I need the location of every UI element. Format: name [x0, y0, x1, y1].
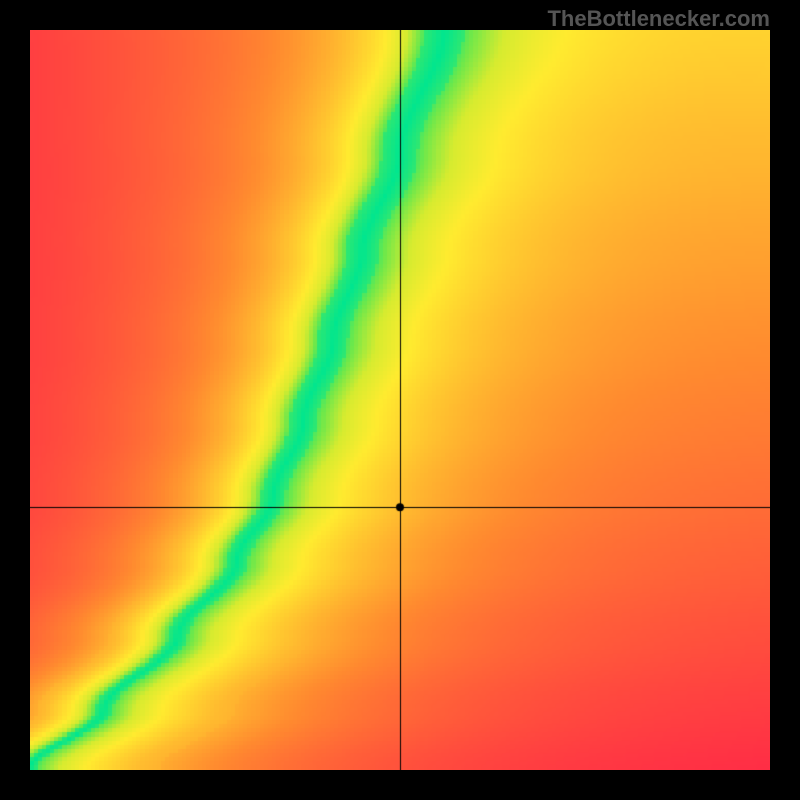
chart-container: TheBottlenecker.com [0, 0, 800, 800]
watermark-text: TheBottlenecker.com [547, 6, 770, 32]
bottleneck-heatmap-canvas [30, 30, 770, 770]
